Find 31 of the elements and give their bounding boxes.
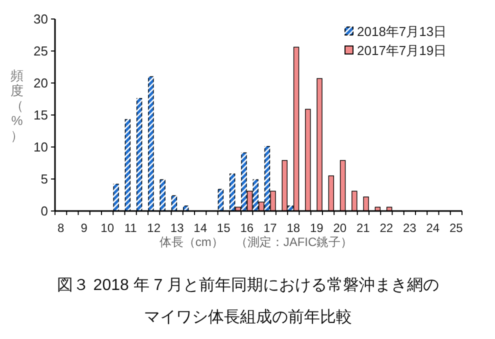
x-tick-label: 20 (333, 221, 347, 235)
y-tick-label: 10 (34, 140, 48, 154)
x-axis-title: 体長（cm） （測定：JAFIC銚子） (159, 235, 353, 249)
y-tick-label: 20 (34, 76, 48, 90)
legend-label: 2017年7月19日 (357, 43, 447, 58)
y-tick-label: 15 (34, 108, 48, 122)
x-tick-label: 18 (286, 221, 300, 235)
x-tick-label: 21 (356, 221, 370, 235)
x-tick-label: 17 (263, 221, 278, 235)
x-tick-label: 16 (240, 221, 254, 235)
text: マイワシ体長組成の前年比較 (144, 308, 352, 326)
y-tick-label: 5 (40, 172, 48, 186)
y-tick-label: 30 (34, 12, 48, 26)
x-tick-label: 9 (80, 221, 88, 235)
legend-label: 2018年7月13日 (357, 24, 447, 39)
x-tick-label: 22 (380, 221, 394, 235)
x-tick-label: 19 (310, 221, 324, 235)
x-tick-label: 25 (450, 221, 464, 235)
y-tick-label: 25 (34, 44, 48, 58)
x-tick-label: 15 (216, 221, 231, 235)
x-tick-label: 11 (124, 221, 138, 235)
x-tick-label: 10 (100, 221, 114, 235)
x-tick-label: 23 (402, 221, 417, 235)
y-axis-title: 頻度（%） (10, 68, 24, 143)
x-tick-label: 12 (147, 221, 161, 235)
x-tick-label: 24 (426, 221, 440, 235)
caption: 図３ 2018 年 7 月と前年同期における常磐沖まき網の (56, 276, 440, 294)
x-tick-label: 8 (57, 221, 64, 235)
y-tick-label: 0 (40, 204, 48, 218)
x-tick-label: 13 (170, 221, 184, 235)
x-tick-label: 14 (194, 221, 208, 235)
